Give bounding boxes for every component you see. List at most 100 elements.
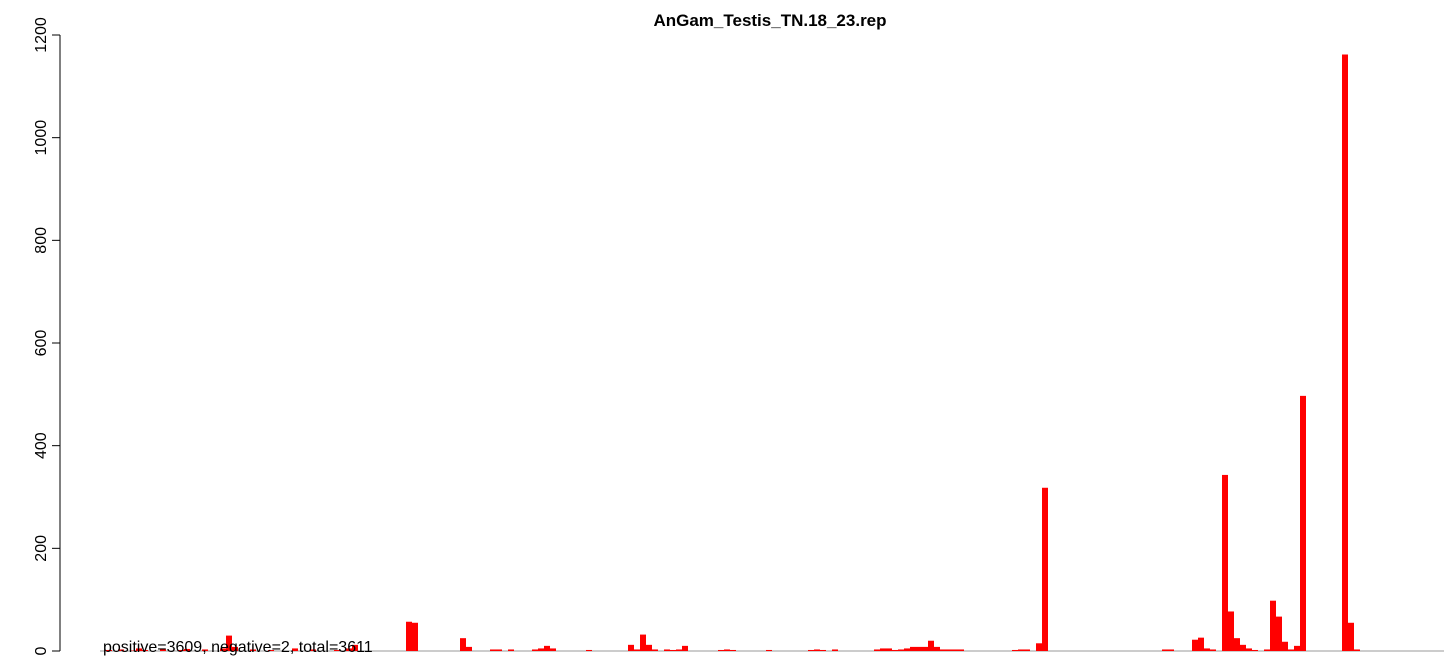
bar bbox=[160, 649, 166, 651]
bar bbox=[730, 649, 736, 651]
bar bbox=[1270, 600, 1276, 651]
chart-title: AnGam_Testis_TN.18_23.rep bbox=[653, 11, 886, 30]
bar bbox=[1294, 645, 1300, 651]
bar bbox=[922, 646, 928, 651]
bar bbox=[1342, 54, 1348, 652]
bar bbox=[952, 649, 958, 651]
bar bbox=[1348, 622, 1354, 651]
bar bbox=[874, 649, 880, 651]
bar bbox=[1354, 649, 1360, 651]
bar bbox=[1192, 639, 1198, 651]
bar bbox=[310, 649, 316, 651]
bar bbox=[334, 649, 340, 651]
bar bbox=[1222, 474, 1228, 651]
bar bbox=[718, 649, 724, 651]
bar bbox=[892, 649, 898, 651]
bar bbox=[832, 649, 838, 651]
bar bbox=[928, 640, 934, 651]
bar bbox=[346, 648, 352, 651]
bar bbox=[640, 634, 646, 651]
bar bbox=[1264, 649, 1270, 651]
bar bbox=[292, 648, 298, 651]
bar bbox=[664, 649, 670, 651]
bar bbox=[232, 646, 238, 651]
bar bbox=[910, 646, 916, 651]
bar bbox=[676, 649, 682, 651]
bar bbox=[808, 649, 814, 651]
bar bbox=[1240, 644, 1246, 651]
bar bbox=[268, 649, 274, 651]
bar bbox=[940, 649, 946, 651]
y-tick-label: 1000 bbox=[33, 120, 50, 156]
bar bbox=[1168, 649, 1174, 651]
bar bbox=[406, 621, 412, 651]
bar bbox=[1036, 643, 1042, 651]
bar bbox=[178, 649, 184, 651]
y-tick-label: 200 bbox=[33, 535, 50, 562]
bar bbox=[898, 649, 904, 651]
bar bbox=[1162, 649, 1168, 651]
bar bbox=[352, 644, 358, 651]
bar bbox=[1282, 641, 1288, 651]
bar bbox=[532, 649, 538, 651]
bar bbox=[670, 649, 676, 651]
y-tick-label: 800 bbox=[33, 227, 50, 254]
bar bbox=[634, 649, 640, 651]
bar bbox=[1252, 649, 1258, 651]
bar bbox=[550, 648, 556, 651]
bar bbox=[586, 649, 592, 651]
bar bbox=[106, 649, 112, 651]
bar bbox=[466, 646, 472, 651]
bar bbox=[1300, 395, 1306, 651]
bar bbox=[538, 648, 544, 651]
y-tick-label: 400 bbox=[33, 432, 50, 459]
bar bbox=[946, 649, 952, 651]
bar bbox=[544, 645, 550, 651]
bar bbox=[220, 648, 226, 651]
bar bbox=[1012, 649, 1018, 651]
bar bbox=[460, 638, 466, 651]
y-tick-label: 600 bbox=[33, 330, 50, 357]
bar bbox=[724, 649, 730, 651]
bar bbox=[412, 622, 418, 651]
bar bbox=[820, 649, 826, 651]
bar bbox=[880, 648, 886, 651]
bar bbox=[130, 650, 136, 651]
bar bbox=[1210, 649, 1216, 651]
bar bbox=[142, 649, 148, 651]
bar bbox=[1246, 648, 1252, 651]
bar bbox=[916, 646, 922, 651]
bar bbox=[1228, 611, 1234, 651]
bar bbox=[184, 648, 190, 651]
bar bbox=[652, 649, 658, 651]
bar bbox=[1018, 649, 1024, 651]
bar bbox=[934, 646, 940, 651]
annotation: positive=3609, negative=2, total=3611 bbox=[103, 639, 373, 656]
bar bbox=[496, 649, 502, 651]
bar bbox=[766, 649, 772, 651]
bar bbox=[118, 649, 124, 651]
bar bbox=[904, 648, 910, 651]
bar bbox=[1042, 487, 1048, 651]
bar bbox=[136, 648, 142, 651]
bar bbox=[226, 635, 232, 651]
bar bbox=[1204, 648, 1210, 651]
bar bbox=[814, 649, 820, 651]
bar bbox=[628, 644, 634, 651]
bar bbox=[886, 648, 892, 651]
y-tick-label: 1200 bbox=[33, 17, 50, 53]
bar bbox=[508, 649, 514, 651]
bar bbox=[1288, 649, 1294, 651]
y-tick-label: 0 bbox=[33, 646, 50, 655]
bar bbox=[646, 644, 652, 651]
bar bbox=[1198, 637, 1204, 651]
bar bbox=[1024, 649, 1030, 651]
bar bbox=[682, 645, 688, 651]
bar bbox=[250, 649, 256, 651]
bar bbox=[1234, 638, 1240, 651]
bar bbox=[202, 649, 208, 651]
bar bbox=[1276, 616, 1282, 651]
bar bbox=[958, 649, 964, 651]
